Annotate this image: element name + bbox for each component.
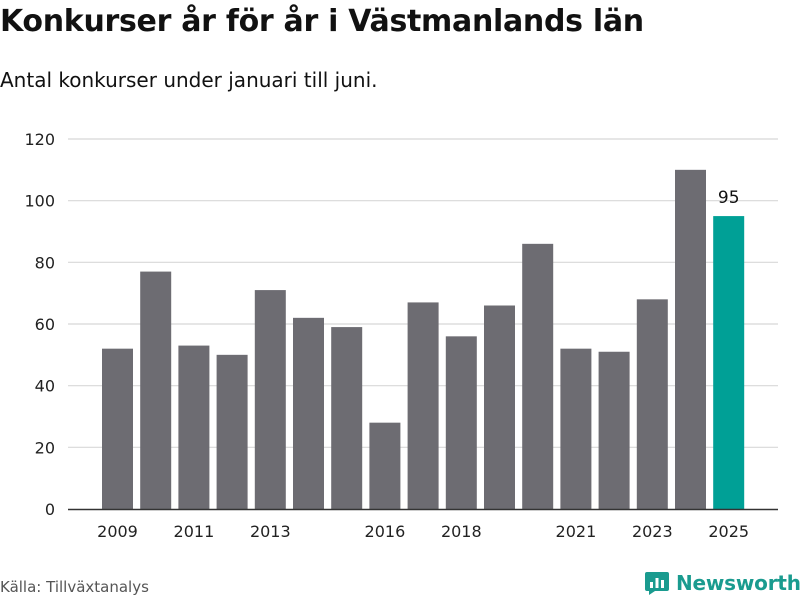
bar-2014 [293,317,324,509]
y-tick-label: 80 [35,253,55,272]
brand-name: Newsworthy [676,571,800,595]
y-tick-label: 100 [24,192,55,211]
x-tick-label: 2025 [708,522,749,541]
chart-subtitle: Antal konkurser under januari till juni. [0,68,378,92]
x-tick-label: 2009 [97,522,138,541]
chart-title: Konkurser år för år i Västmanlands län [0,4,644,39]
bar-2010 [140,271,172,509]
x-tick-label: 2016 [365,522,406,541]
bar-2017 [407,302,439,509]
bar-2016 [369,422,401,509]
newsworthy-logo-icon [645,572,669,595]
bar-2025 [713,216,745,510]
bar-2018 [445,336,477,509]
y-tick-label: 0 [45,500,55,519]
x-tick-label: 2013 [250,522,291,541]
bar-2022 [598,351,630,509]
newsworthy-brand[interactable]: Newsworthy [644,570,800,596]
y-tick-label: 40 [35,377,55,396]
x-axis-tick-labels: 2009 2011 2013 2016 2018 2021 2023 2025 [97,522,749,541]
y-tick-label: 20 [35,438,55,457]
bar-2015 [331,327,363,509]
bar-2020 [522,243,554,510]
x-tick-label: 2011 [174,522,215,541]
bar-2023 [636,299,668,509]
bar-2011 [178,345,210,509]
bar-2019 [484,305,515,509]
bar-2009 [102,348,133,509]
bar-2021 [560,348,592,509]
x-tick-label: 2021 [556,522,597,541]
bar-2024 [675,169,706,510]
source-note: Källa: Tillväxtanalys [0,578,149,596]
bar-2013 [254,290,286,509]
bar-2012 [216,354,248,509]
data-labels: 95 [718,188,740,208]
y-axis-tick-labels: 0 20 40 60 80 100 120 [24,130,55,519]
x-tick-label: 2018 [441,522,482,541]
x-tick-label: 2023 [632,522,673,541]
bars [102,169,745,510]
data-label: 95 [718,188,740,208]
y-tick-label: 120 [24,130,55,149]
y-tick-label: 60 [35,315,55,334]
